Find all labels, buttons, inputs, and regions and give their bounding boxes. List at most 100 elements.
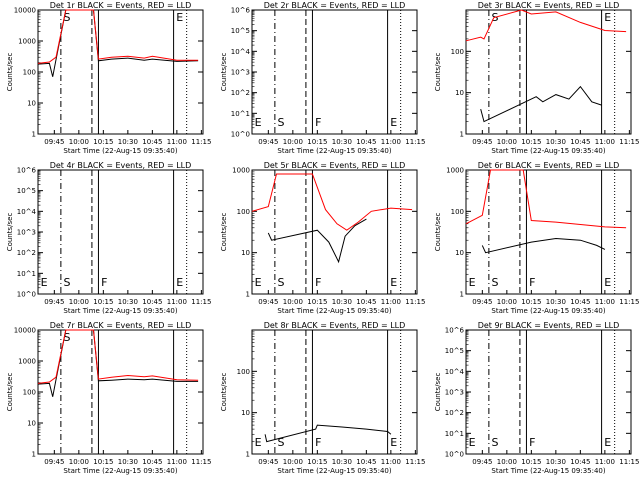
y-tick-label: 10^4 [231, 48, 251, 56]
x-tick-label: 11:15 [619, 458, 639, 466]
x-tick-label: 10:15 [93, 298, 113, 306]
y-axis-label: Counts/sec [6, 53, 14, 92]
y-tick-label: 1000 [18, 358, 36, 366]
y-tick-label: 10^5 [231, 27, 250, 35]
marker-e: E [390, 436, 397, 449]
y-tick-label: 10^4 [17, 208, 37, 216]
x-tick-label: 09:45 [258, 138, 278, 146]
marker-s: S [492, 276, 499, 289]
y-tick-label: 10 [241, 409, 250, 417]
y-tick-label: 10 [455, 89, 464, 97]
series-lld-line [37, 9, 199, 64]
plot-frame [465, 9, 632, 135]
marker-f: F [315, 276, 321, 289]
x-tick-label: 09:45 [472, 298, 492, 306]
panel-title: Det 3r BLACK = Events, RED = LLD [478, 1, 620, 10]
x-tick-label: 11:00 [167, 458, 187, 466]
x-tick-label: 10:45 [356, 138, 376, 146]
x-tick-label: 10:00 [69, 138, 89, 146]
x-tick-label: 10:15 [521, 298, 541, 306]
y-tick-label: 10^0 [231, 131, 250, 139]
plot-frame [37, 9, 204, 135]
x-tick-label: 11:00 [595, 298, 615, 306]
panel-8r: Det 8r BLACK = Events, RED = LLD 1 10 100 09… [220, 321, 425, 475]
marker-e: E [390, 116, 397, 129]
marker-s: S [278, 276, 285, 289]
x-axis-label: Start Time (22-Aug-15 09:35:40) [277, 467, 391, 475]
series-events-line [37, 329, 199, 397]
y-axis-label: Counts/sec [220, 213, 228, 252]
x-tick-label: 10:15 [307, 298, 327, 306]
x-tick-label: 09:45 [258, 458, 278, 466]
marker-f: F [315, 116, 321, 129]
y-tick-label: 10^1 [445, 430, 464, 438]
x-tick-label: 09:45 [44, 138, 64, 146]
x-tick-label: 09:45 [472, 458, 492, 466]
x-tick-label: 10:00 [283, 298, 303, 306]
marker-s: S [492, 436, 499, 449]
x-tick-label: 11:15 [619, 138, 639, 146]
panel-title: Det 4r BLACK = Events, RED = LLD [50, 161, 192, 170]
x-tick-label: 10:30 [546, 138, 566, 146]
y-tick-label: 10 [241, 249, 250, 257]
x-tick-label: 10:00 [69, 458, 89, 466]
x-tick-label: 10:30 [118, 298, 138, 306]
panel-9r: Det 9r BLACK = Events, RED = LLD 10^0 10^1… [434, 321, 639, 475]
series-lld-line [37, 329, 199, 384]
x-tick-label: 11:15 [405, 138, 425, 146]
y-tick-label: 10^6 [17, 167, 37, 175]
x-tick-label: 10:45 [142, 298, 162, 306]
y-axis-label: Counts/sec [6, 373, 14, 412]
x-tick-label: 11:00 [595, 458, 615, 466]
x-tick-label: 10:15 [93, 138, 113, 146]
x-tick-label: 11:15 [619, 298, 639, 306]
panel-6r: Det 6r BLACK = Events, RED = LLD 1 10 100 10… [434, 161, 639, 315]
series-lld-line [465, 169, 627, 229]
panel-3r: Det 3r BLACK = Events, RED = LLD 1 10 100 09… [434, 1, 639, 155]
x-tick-label: 10:00 [283, 458, 303, 466]
y-axis-label: Counts/sec [434, 213, 442, 252]
x-axis-label: Start Time (22-Aug-15 09:35:40) [491, 307, 605, 315]
x-tick-label: 10:00 [497, 458, 517, 466]
y-tick-label: 10 [27, 100, 36, 108]
y-axis-label: Counts/sec [434, 373, 442, 412]
x-tick-label: 11:15 [191, 298, 211, 306]
x-tick-label: 11:00 [167, 298, 187, 306]
x-tick-label: 10:45 [142, 138, 162, 146]
panel-title: Det 6r BLACK = Events, RED = LLD [478, 161, 620, 170]
y-tick-label: 10^2 [17, 249, 36, 257]
y-tick-label: 10^6 [445, 327, 465, 335]
x-tick-label: 10:45 [570, 138, 590, 146]
x-tick-label: 11:00 [381, 298, 401, 306]
x-tick-label: 10:15 [521, 458, 541, 466]
marker-s: S [278, 116, 285, 129]
x-tick-label: 10:45 [356, 458, 376, 466]
marker-e: E [255, 276, 262, 289]
x-tick-label: 11:00 [167, 138, 187, 146]
marker-e: E [604, 11, 611, 24]
x-axis-label: Start Time (22-Aug-15 09:35:40) [63, 307, 177, 315]
y-tick-label: 10^5 [17, 187, 36, 195]
panel-title: Det 8r BLACK = Events, RED = LLD [264, 321, 406, 330]
marker-f: F [529, 436, 535, 449]
x-tick-label: 09:45 [258, 298, 278, 306]
x-tick-label: 10:30 [546, 458, 566, 466]
y-tick-label: 1 [246, 291, 250, 299]
y-tick-label: 100 [237, 368, 250, 376]
x-tick-label: 10:30 [332, 298, 352, 306]
y-axis-label: Counts/sec [220, 53, 228, 92]
x-tick-label: 10:30 [118, 458, 138, 466]
x-tick-label: 11:15 [191, 138, 211, 146]
x-tick-label: 09:45 [44, 458, 64, 466]
x-tick-label: 10:45 [356, 298, 376, 306]
x-axis-label: Start Time (22-Aug-15 09:35:40) [63, 147, 177, 155]
y-tick-label: 100 [451, 48, 464, 56]
x-axis-label: Start Time (22-Aug-15 09:35:40) [491, 147, 605, 155]
x-tick-label: 11:00 [595, 138, 615, 146]
marker-e: E [604, 436, 611, 449]
panel-1r: Det 1r BLACK = Events, RED = LLD 1 10 100 10… [6, 1, 211, 155]
y-tick-label: 10^3 [445, 389, 464, 397]
y-tick-label: 1000 [232, 167, 250, 175]
marker-e: E [176, 11, 183, 24]
plot-frame [251, 169, 418, 295]
